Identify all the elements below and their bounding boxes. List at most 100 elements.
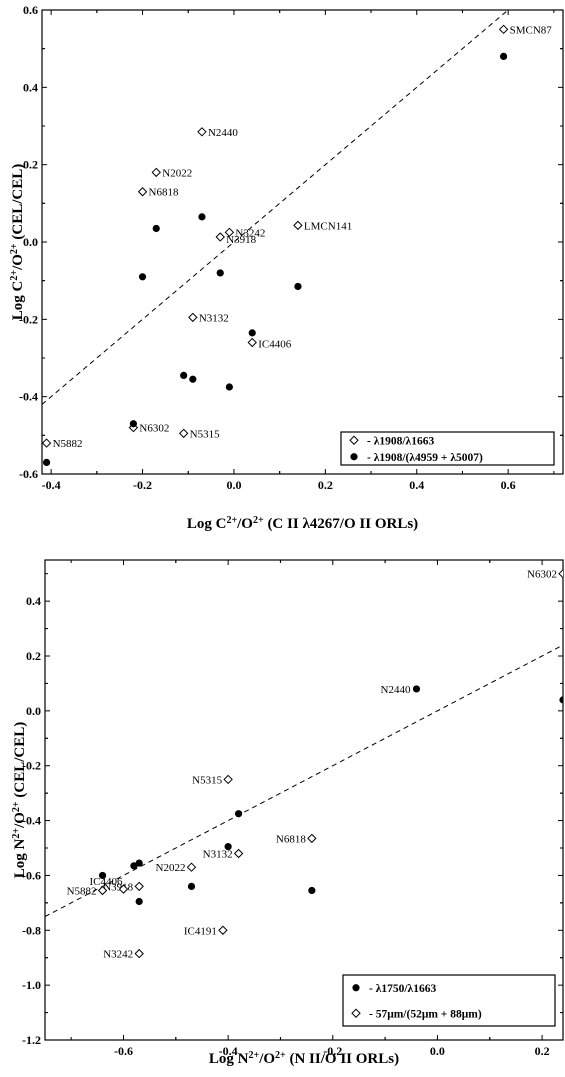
x-tick-label: -0.2 <box>323 1044 342 1058</box>
legend-marker <box>352 984 360 992</box>
point-label: N2022 <box>162 167 192 179</box>
point-diamond <box>178 428 189 439</box>
point-label: N6818 <box>276 833 306 845</box>
point-diamond <box>293 220 303 231</box>
point-circle <box>129 420 138 428</box>
point-label: N2022 <box>156 862 186 874</box>
point-label: N5315 <box>192 774 222 786</box>
point-circle <box>187 882 196 891</box>
point-circle <box>135 859 143 867</box>
superscript: 2+ <box>11 801 22 812</box>
point-diamond <box>186 862 197 872</box>
point-label: N6818 <box>149 187 179 199</box>
x-tick-label: -0.2 <box>133 478 152 492</box>
label-part: /O <box>12 812 28 829</box>
point-circle <box>135 897 143 906</box>
point-diamond <box>197 127 207 137</box>
point-diamond <box>134 948 144 959</box>
legend-entry: - 57μm/(52μm + 88μm) <box>369 1008 482 1020</box>
one-to-one-line <box>45 644 563 918</box>
plot-frame <box>41 9 564 475</box>
label-part: (CEL/CEL) <box>10 164 26 244</box>
point-label: SMCN87 <box>510 24 553 36</box>
point-diamond <box>247 337 257 348</box>
superscript: 2+ <box>253 515 264 526</box>
superscript: 2+ <box>9 243 20 254</box>
label-part: Log N <box>12 838 28 878</box>
point-label: N6302 <box>139 423 169 435</box>
point-label: IC4406 <box>258 339 292 351</box>
legend-marker <box>351 1008 361 1018</box>
y-tick-label: 0.0 <box>23 235 38 249</box>
legend-entry: - λ1908/(λ4959 + λ5007) <box>367 452 483 464</box>
point-circle <box>559 696 563 704</box>
point-diamond <box>233 848 244 859</box>
y-tick-label: -0.2 <box>19 312 38 326</box>
point-diamond <box>137 187 148 197</box>
y-tick-label: 0.4 <box>23 80 38 94</box>
legend: - λ1908/λ1663 - λ1908/(λ4959 + λ5007) <box>340 431 555 466</box>
legend-marker <box>350 453 358 461</box>
superscript: 2+ <box>11 828 22 839</box>
point-circle <box>138 273 147 281</box>
point-label: N5882 <box>53 438 83 450</box>
label-part: Log N <box>209 1051 249 1067</box>
y-tick-label: -0.8 <box>22 923 41 937</box>
chart-top-carbon: -0.4 -0.2 0.0 0.2 0.4 0.6 -0.6 -0.4 -0.2 0.0 0.2 0.… <box>9 3 564 532</box>
point-circle <box>412 685 421 693</box>
x-tick-label: 0.4 <box>409 478 424 492</box>
superscript: 2+ <box>248 1050 259 1061</box>
point-diamond <box>223 774 233 785</box>
y-tick-label: 0.6 <box>23 3 38 17</box>
superscript: 2+ <box>275 1050 286 1061</box>
label-part: (CEL/CEL) <box>12 722 28 802</box>
point-circle <box>189 375 197 383</box>
point-diamond <box>498 24 509 35</box>
y-tick-label: 0.4 <box>26 594 41 608</box>
point-label: LMCN141 <box>304 220 352 232</box>
point-diamond <box>307 833 317 844</box>
point-label: N3132 <box>199 312 229 324</box>
x-tick-label: 0.2 <box>318 478 333 492</box>
point-diamond <box>118 884 129 894</box>
y-tick-label: -0.2 <box>22 759 41 773</box>
x-tick-label: 0.6 <box>501 478 516 492</box>
label-part: /O <box>258 1051 275 1067</box>
point-circle <box>152 224 160 233</box>
point-diamond <box>215 232 225 242</box>
point-circle <box>42 458 51 466</box>
x-tick-label: -0.4 <box>42 478 61 492</box>
point-diamond <box>97 885 108 896</box>
point-diamond <box>42 438 52 448</box>
point-circle <box>180 371 188 379</box>
label-part: Log C <box>187 516 227 532</box>
y-tick-label: -0.4 <box>19 390 38 404</box>
point-label: N2440 <box>381 684 411 696</box>
y-tick-label: -0.6 <box>19 467 38 481</box>
point-diamond <box>151 167 161 178</box>
plot-frame <box>44 559 564 1041</box>
point-label: IC4191 <box>184 925 217 937</box>
x-tick-label: 0.0 <box>226 478 241 492</box>
point-circle <box>234 810 243 818</box>
x-tick-label: -0.4 <box>219 1044 238 1058</box>
point-label: N3918 <box>226 234 256 246</box>
point-circle <box>294 282 302 291</box>
y-axis-title: Log C2+/O2+ (CEL/CEL) <box>9 164 27 320</box>
point-diamond <box>558 569 563 579</box>
y-tick-label: -1.0 <box>22 978 41 992</box>
point-circle <box>198 213 206 221</box>
legend: - λ1750/λ1663 - 57μm/(52μm + 88μm) <box>342 974 556 1027</box>
point-circle <box>308 886 316 895</box>
legend-entry: - λ1908/λ1663 <box>367 435 434 447</box>
y-tick-label: -0.6 <box>22 868 41 882</box>
x-axis-title: Log C2+/O2+ (C II λ4267/O II ORLs) <box>187 515 418 533</box>
point-label: N2440 <box>208 127 238 139</box>
point-circle <box>499 52 508 61</box>
y-tick-label: 0.0 <box>26 704 41 718</box>
point-circle <box>248 329 256 337</box>
y-tick-label: -1.2 <box>22 1033 41 1047</box>
y-tick-label: -0.4 <box>22 814 41 828</box>
point-diamond <box>224 227 235 238</box>
